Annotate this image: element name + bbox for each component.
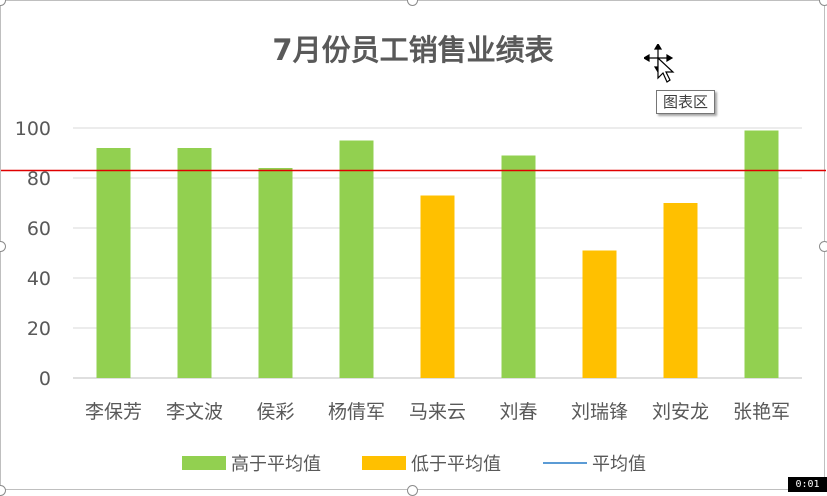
x-category-label: 杨倩军 — [328, 401, 385, 423]
y-tick-label: 40 — [27, 268, 51, 290]
bar[interactable] — [177, 148, 212, 378]
legend-swatch — [182, 456, 226, 470]
x-category-label: 李文波 — [166, 401, 223, 423]
y-tick-label: 80 — [27, 168, 51, 190]
plot-area[interactable] — [96, 130, 779, 379]
chart-title[interactable]: 7月份员工销售业绩表 — [272, 33, 553, 67]
y-tick-label: 100 — [15, 118, 51, 140]
bar[interactable] — [339, 140, 374, 379]
legend-swatch — [362, 456, 406, 470]
legend[interactable]: 高于平均值 低于平均值 平均值 — [182, 454, 646, 475]
bar[interactable] — [258, 168, 293, 378]
tooltip-chart-area: 图表区 — [656, 90, 716, 114]
bar[interactable] — [420, 195, 455, 379]
bar[interactable] — [663, 203, 698, 378]
legend-label: 高于平均值 — [231, 454, 321, 475]
x-category-label: 刘春 — [499, 401, 537, 423]
bar[interactable] — [501, 155, 536, 379]
resize-handle-middle-right[interactable] — [819, 241, 827, 252]
move-cursor-icon — [644, 44, 675, 83]
bar[interactable] — [96, 148, 131, 378]
x-category-label: 侯彩 — [256, 401, 294, 423]
legend-label: 平均值 — [592, 454, 646, 475]
y-tick-label: 60 — [27, 218, 51, 240]
x-category-label: 刘瑞锋 — [571, 401, 628, 423]
resize-handle-bottom-middle[interactable] — [407, 485, 418, 496]
bar[interactable] — [582, 250, 617, 379]
y-axis-ticks: 0 20 40 60 80 100 — [15, 118, 51, 390]
x-category-label: 张艳军 — [733, 401, 790, 423]
x-category-label: 李保芳 — [85, 401, 142, 423]
y-tick-label: 20 — [27, 318, 51, 340]
resize-handle-bottom-left[interactable] — [0, 485, 6, 496]
timer-badge: 0:01 — [788, 477, 827, 492]
y-tick-label: 0 — [39, 368, 51, 390]
x-category-label: 马来云 — [409, 401, 466, 423]
bar[interactable] — [744, 130, 779, 379]
legend-label: 低于平均值 — [411, 454, 501, 475]
x-category-label: 刘安龙 — [652, 401, 709, 423]
x-axis-categories: 李保芳 李文波 侯彩 杨倩军 马来云 刘春 刘瑞锋 刘安龙 张艳军 — [85, 401, 790, 423]
resize-handle-top-right[interactable] — [819, 0, 827, 6]
